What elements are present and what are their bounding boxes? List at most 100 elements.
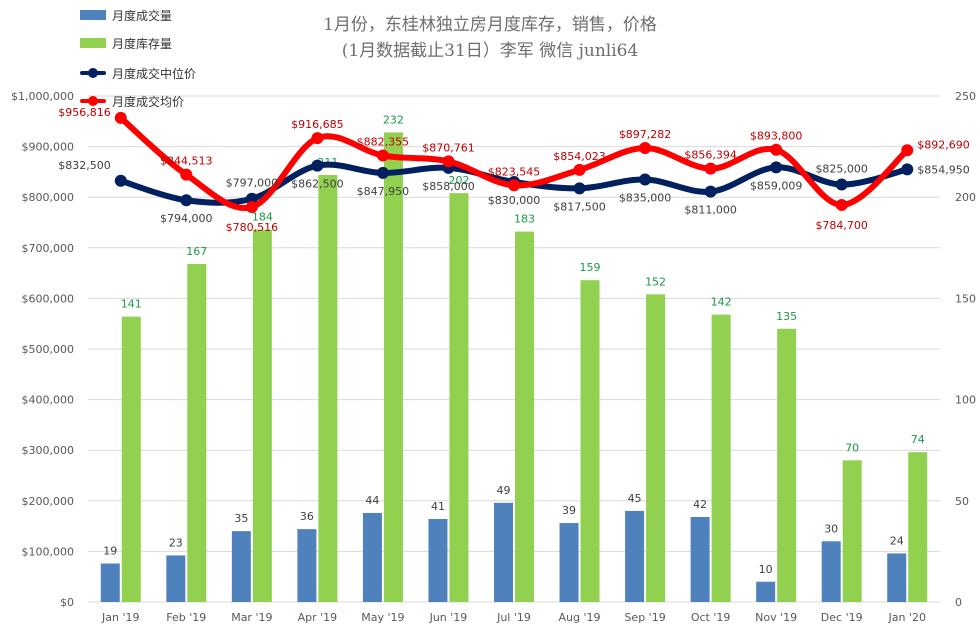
average-price-point bbox=[376, 149, 389, 162]
legend-inventory-swatch bbox=[80, 38, 106, 48]
inventory-data-label: 232 bbox=[383, 113, 404, 126]
volume-bar bbox=[494, 502, 513, 602]
inventory-bar bbox=[777, 328, 797, 602]
inventory-bar bbox=[908, 452, 928, 602]
volume-bar bbox=[297, 529, 317, 602]
x-axis-tick-label: Jan '20 bbox=[887, 611, 925, 624]
right-axis-tick-label: 150 bbox=[955, 292, 976, 305]
average-price-point bbox=[901, 144, 914, 157]
left-axis-tick-label: $1,000,000 bbox=[11, 90, 74, 103]
volume-bar bbox=[166, 555, 186, 602]
average-price-data-label: $870,761 bbox=[422, 141, 475, 154]
average-price-data-label: $956,816 bbox=[58, 106, 111, 119]
legend-inventory: 月度库存量 bbox=[80, 35, 172, 51]
volume-data-label: 36 bbox=[300, 510, 314, 523]
median-price-point bbox=[704, 185, 717, 198]
legend-average-price: 月度成交均价 bbox=[80, 93, 184, 109]
right-axis-tick-label: 0 bbox=[955, 596, 962, 609]
average-price-point bbox=[114, 111, 127, 124]
left-axis-tick-label: $0 bbox=[60, 596, 74, 609]
median-price-data-label: $794,000 bbox=[160, 212, 213, 225]
average-price-data-label: $916,685 bbox=[291, 118, 344, 131]
volume-data-label: 49 bbox=[497, 484, 511, 497]
average-price-point bbox=[573, 163, 586, 176]
volume-bar bbox=[559, 523, 579, 602]
x-axis-tick-label: Sep '19 bbox=[624, 611, 665, 624]
x-axis-tick-label: May '19 bbox=[361, 611, 404, 624]
median-price-data-label: $847,950 bbox=[357, 185, 410, 198]
volume-data-label: 24 bbox=[890, 534, 904, 547]
median-price-data-label: $858,000 bbox=[422, 180, 475, 193]
median-price-data-label: $797,000 bbox=[226, 177, 279, 190]
volume-bar bbox=[821, 541, 841, 602]
volume-bar bbox=[625, 510, 645, 602]
median-price-point bbox=[311, 159, 324, 172]
legend-inventory-label: 月度库存量 bbox=[112, 36, 173, 51]
x-axis-tick-label: Feb '19 bbox=[166, 611, 206, 624]
volume-data-label: 39 bbox=[562, 504, 576, 517]
volume-bar bbox=[428, 519, 448, 602]
volume-bar bbox=[690, 516, 710, 602]
average-price-point bbox=[704, 162, 717, 175]
inventory-data-label: 183 bbox=[514, 213, 535, 226]
inventory-data-label: 141 bbox=[121, 298, 142, 311]
average-price-point bbox=[311, 132, 324, 145]
volume-data-label: 30 bbox=[824, 522, 838, 535]
inventory-bar bbox=[318, 174, 338, 602]
inventory-data-label: 202 bbox=[448, 174, 469, 187]
median-price-point bbox=[114, 174, 127, 187]
median-price-point bbox=[245, 192, 258, 205]
inventory-data-label: 74 bbox=[911, 433, 925, 446]
volume-bar bbox=[887, 553, 907, 602]
average-price-data-label: $784,700 bbox=[815, 219, 868, 232]
average-price-data-label: $892,690 bbox=[917, 138, 970, 151]
inventory-data-label: 167 bbox=[186, 245, 207, 258]
median-price-data-label: $832,500 bbox=[58, 159, 111, 172]
median-price-data-label: $830,000 bbox=[488, 194, 541, 207]
median-price-data-label: $825,000 bbox=[815, 163, 868, 176]
legend-median-label: 月度成交中位价 bbox=[112, 66, 197, 81]
x-axis-tick-label: Jun '19 bbox=[429, 611, 468, 624]
chart-title: 1月份，东桂林独立房月度库存，销售，价格 bbox=[323, 15, 657, 35]
average-price-data-label: $780,516 bbox=[226, 221, 279, 234]
x-axis-tick-label: Apr '19 bbox=[298, 611, 338, 624]
inventory-data-label: 135 bbox=[776, 310, 797, 323]
average-price-data-label: $854,023 bbox=[553, 150, 606, 163]
right-axis-tick-label: 50 bbox=[955, 495, 969, 508]
median-price-point bbox=[376, 166, 389, 179]
volume-data-label: 19 bbox=[103, 545, 117, 558]
average-price-point bbox=[442, 155, 455, 168]
left-axis-tick-label: $400,000 bbox=[22, 394, 75, 407]
inventory-data-label: 142 bbox=[711, 296, 732, 309]
median-price-data-label: $862,500 bbox=[291, 178, 344, 191]
average-price-data-label: $823,545 bbox=[488, 165, 541, 178]
inventory-bar bbox=[383, 132, 403, 602]
average-price-point bbox=[835, 198, 848, 211]
median-price-data-label: $835,000 bbox=[619, 191, 672, 204]
median-price-point bbox=[770, 161, 783, 174]
volume-data-label: 45 bbox=[628, 492, 642, 505]
volume-bar bbox=[100, 563, 120, 602]
average-price-point bbox=[245, 201, 258, 214]
volume-data-label: 23 bbox=[169, 536, 183, 549]
left-axis-tick-label: $900,000 bbox=[22, 141, 75, 154]
median-price-point bbox=[180, 194, 193, 207]
x-axis-tick-label: Dec '19 bbox=[821, 611, 863, 624]
median-price-data-label: $854,950 bbox=[917, 163, 970, 176]
x-axis-tick-label: Mar '19 bbox=[231, 611, 272, 624]
volume-bar bbox=[756, 581, 776, 602]
right-axis-tick-label: 200 bbox=[955, 191, 976, 204]
inventory-bar bbox=[449, 193, 469, 603]
median-price-point bbox=[901, 163, 914, 176]
volume-data-label: 42 bbox=[693, 498, 707, 511]
left-axis-tick-label: $500,000 bbox=[22, 343, 75, 356]
left-axis-tick-label: $300,000 bbox=[22, 444, 75, 457]
inventory-data-label: 152 bbox=[645, 275, 666, 288]
legend-average-label: 月度成交均价 bbox=[112, 94, 185, 109]
average-price-point bbox=[180, 168, 193, 181]
average-price-point bbox=[508, 179, 520, 192]
volume-bar bbox=[231, 531, 251, 602]
median-price-data-label: $859,009 bbox=[750, 179, 803, 192]
inventory-data-label: 70 bbox=[845, 441, 859, 454]
